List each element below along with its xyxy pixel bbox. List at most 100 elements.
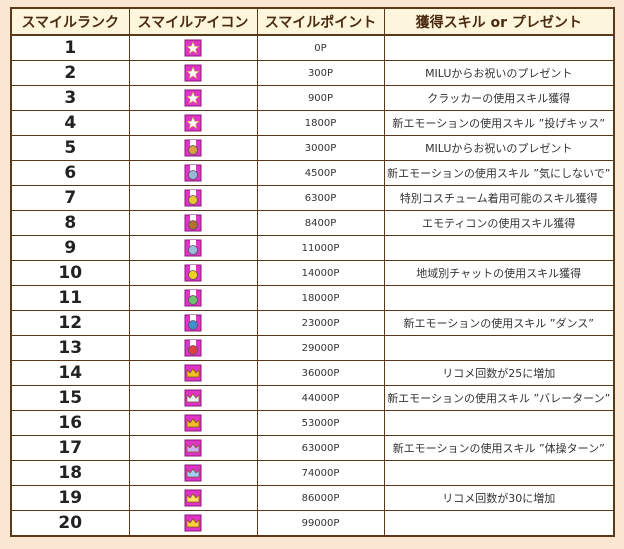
rank-cell: 3 [10, 85, 130, 111]
icon-cell [128, 510, 258, 537]
reward-cell: 地域別チャットの使用スキル獲得 [383, 260, 615, 286]
smile-icon [184, 389, 202, 407]
smile-icon [184, 414, 202, 432]
points-cell: 44000P [256, 385, 385, 411]
table-row: 7 6300P 特別コスチューム着用可能のスキル獲得 [10, 185, 615, 211]
points-cell: 0P [256, 34, 385, 61]
smile-icon [184, 489, 202, 507]
icon-cell [128, 260, 258, 286]
reward-cell: 新エモーションの使用スキル ”バレーターン” [383, 385, 615, 411]
reward-cell: エモティコンの使用スキル獲得 [383, 210, 615, 236]
table-row: 8 8400P エモティコンの使用スキル獲得 [10, 210, 615, 236]
smile-icon [184, 214, 202, 232]
icon-cell [128, 310, 258, 336]
table-row: 9 11000P [10, 235, 615, 261]
points-cell: 29000P [256, 335, 385, 361]
reward-cell [383, 235, 615, 261]
rank-cell: 12 [10, 310, 130, 336]
icon-cell [128, 34, 258, 61]
table-row: 11 18000P [10, 285, 615, 311]
smile-icon [184, 314, 202, 332]
rank-cell: 20 [10, 510, 130, 537]
points-cell: 63000P [256, 435, 385, 461]
reward-cell: リコメ回数が25に増加 [383, 360, 615, 386]
reward-cell: 特別コスチューム着用可能のスキル獲得 [383, 185, 615, 211]
header-cell: スマイルアイコン [128, 7, 258, 36]
reward-cell: 新エモーションの使用スキル ”ダンス” [383, 310, 615, 336]
reward-cell [383, 510, 615, 537]
icon-cell [128, 410, 258, 436]
smile-icon [184, 164, 202, 182]
icon-cell [128, 285, 258, 311]
smile-icon [184, 114, 202, 132]
smile-icon [184, 89, 202, 107]
points-cell: 74000P [256, 460, 385, 486]
rank-cell: 4 [10, 110, 130, 136]
rank-cell: 10 [10, 260, 130, 286]
table-row: 1 0P [10, 34, 615, 61]
header-row: スマイルランク スマイルアイコン スマイルポイント 獲得スキル or プレゼント [10, 7, 615, 36]
icon-cell [128, 135, 258, 161]
rank-cell: 18 [10, 460, 130, 486]
rank-cell: 13 [10, 335, 130, 361]
header-cell: スマイルポイント [256, 7, 385, 36]
table-row: 13 29000P [10, 335, 615, 361]
points-cell: 23000P [256, 310, 385, 336]
points-cell: 99000P [256, 510, 385, 537]
icon-cell [128, 335, 258, 361]
reward-cell [383, 460, 615, 486]
icon-cell [128, 185, 258, 211]
points-cell: 53000P [256, 410, 385, 436]
icon-cell [128, 110, 258, 136]
reward-cell: クラッカーの使用スキル獲得 [383, 85, 615, 111]
points-cell: 900P [256, 85, 385, 111]
smile-icon [184, 289, 202, 307]
reward-cell [383, 285, 615, 311]
points-cell: 14000P [256, 260, 385, 286]
rank-cell: 7 [10, 185, 130, 211]
smile-icon [184, 339, 202, 357]
table-row: 5 3000P MILUからお祝いのプレゼント [10, 135, 615, 161]
icon-cell [128, 60, 258, 86]
icon-cell [128, 210, 258, 236]
reward-cell: リコメ回数が30に増加 [383, 485, 615, 511]
reward-cell: 新エモーションの使用スキル ”気にしないで” [383, 160, 615, 186]
reward-cell: MILUからお祝いのプレゼント [383, 60, 615, 86]
table-row: 15 44000P 新エモーションの使用スキル ”バレーターン” [10, 385, 615, 411]
rank-cell: 6 [10, 160, 130, 186]
reward-cell: 新エモーションの使用スキル ”投げキッス” [383, 110, 615, 136]
reward-cell [383, 410, 615, 436]
table-row: 10 14000P 地域別チャットの使用スキル獲得 [10, 260, 615, 286]
table-row: 16 53000P [10, 410, 615, 436]
table-row: 17 63000P 新エモーションの使用スキル ”体操ターン” [10, 435, 615, 461]
table-row: 3 900P クラッカーの使用スキル獲得 [10, 85, 615, 111]
smile-icon [184, 464, 202, 482]
icon-cell [128, 85, 258, 111]
rank-table: スマイルランク スマイルアイコン スマイルポイント 獲得スキル or プレゼント… [10, 7, 615, 537]
points-cell: 18000P [256, 285, 385, 311]
reward-cell [383, 335, 615, 361]
rank-cell: 15 [10, 385, 130, 411]
points-cell: 36000P [256, 360, 385, 386]
table-row: 19 86000P リコメ回数が30に増加 [10, 485, 615, 511]
table-row: 2 300P MILUからお祝いのプレゼント [10, 60, 615, 86]
points-cell: 86000P [256, 485, 385, 511]
reward-cell [383, 34, 615, 61]
table-row: 14 36000P リコメ回数が25に増加 [10, 360, 615, 386]
smile-icon [184, 189, 202, 207]
rank-cell: 8 [10, 210, 130, 236]
rank-cell: 1 [10, 34, 130, 61]
icon-cell [128, 485, 258, 511]
icon-cell [128, 160, 258, 186]
smile-icon [184, 139, 202, 157]
points-cell: 6300P [256, 185, 385, 211]
smile-icon [184, 364, 202, 382]
rank-cell: 14 [10, 360, 130, 386]
smile-icon [184, 264, 202, 282]
icon-cell [128, 435, 258, 461]
icon-cell [128, 360, 258, 386]
points-cell: 3000P [256, 135, 385, 161]
smile-icon [184, 514, 202, 532]
points-cell: 1800P [256, 110, 385, 136]
